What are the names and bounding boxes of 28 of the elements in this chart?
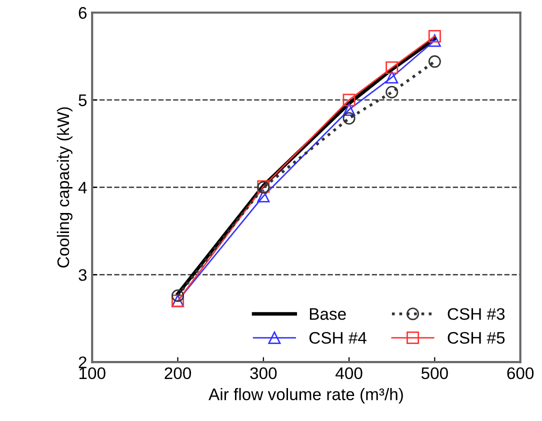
point bbox=[172, 289, 184, 302]
x-tick-label: 100 bbox=[80, 367, 106, 380]
y-tick-label: 2 bbox=[78, 356, 86, 368]
x-tick-label: 300 bbox=[250, 367, 277, 380]
y-tick-label: 6 bbox=[78, 7, 87, 19]
point bbox=[428, 34, 441, 47]
legend-label: CSH #3 bbox=[448, 308, 505, 320]
point bbox=[342, 112, 356, 125]
point bbox=[386, 61, 398, 74]
x-tick-label: 200 bbox=[164, 367, 192, 380]
y-tick-label: 4 bbox=[78, 182, 87, 194]
point bbox=[386, 71, 398, 84]
point bbox=[428, 30, 441, 42]
legend-label: CSH #4 bbox=[309, 332, 366, 344]
x-tick-label: 400 bbox=[336, 367, 362, 380]
y-axis-title: Cooling capacity (kW) bbox=[56, 107, 72, 268]
x-axis-title: Air flow volume rate (m³/h) bbox=[208, 388, 403, 404]
y-tick-label: 5 bbox=[78, 94, 87, 106]
point bbox=[342, 103, 356, 116]
point bbox=[428, 55, 441, 68]
x-tick-label: 600 bbox=[507, 367, 534, 380]
legend-label: Base bbox=[310, 308, 346, 320]
point bbox=[386, 86, 398, 98]
legend-label: CSH #5 bbox=[448, 332, 505, 344]
x-tick-label: 500 bbox=[421, 367, 448, 380]
point bbox=[342, 94, 356, 106]
point bbox=[257, 190, 270, 202]
y-tick-label: 3 bbox=[78, 269, 87, 281]
